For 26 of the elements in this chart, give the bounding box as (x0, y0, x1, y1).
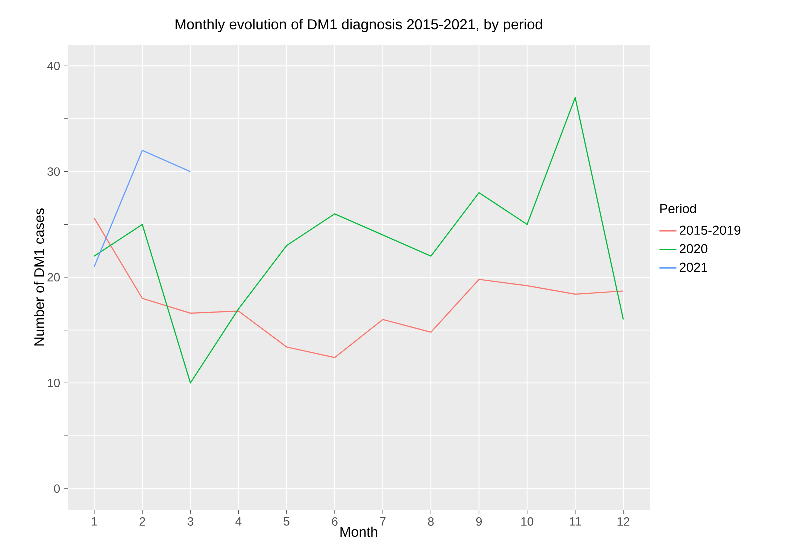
x-tick-label: 7 (380, 518, 386, 526)
legend-label: 2015-2019 (680, 226, 741, 236)
line-series (94, 218, 624, 358)
x-tick-label: 2 (140, 518, 146, 526)
x-tick-label: 4 (236, 518, 242, 526)
legend-label: 2021 (680, 262, 708, 272)
legend-label: 2020 (680, 244, 708, 254)
x-tick-label: 10 (522, 518, 534, 526)
x-tick-label: 12 (618, 518, 630, 526)
y-tick-label: 20 (48, 273, 60, 282)
y-tick-label: 40 (47, 62, 60, 70)
x-tick-label: 1 (92, 518, 98, 526)
x-tick-label: 11 (570, 518, 582, 526)
x-tick-label: 8 (428, 518, 434, 526)
legend-title: Period (660, 204, 696, 214)
y-tick-label: 10 (48, 378, 60, 388)
x-tick-label: 5 (284, 518, 290, 526)
x-tick-label: 3 (188, 518, 194, 526)
x-tick-label: 9 (476, 518, 482, 526)
y-tick-label: 30 (48, 168, 60, 176)
chart-title: Monthly evolution of DM1 diagnosis 2015-2021, by period (176, 19, 542, 33)
x-tick-label: 6 (332, 518, 338, 526)
y-axis-title: Number of DM1 cases (34, 208, 44, 346)
line-series (94, 97, 624, 384)
x-axis-title: Month (340, 526, 378, 538)
y-tick-label: 0 (54, 484, 60, 494)
